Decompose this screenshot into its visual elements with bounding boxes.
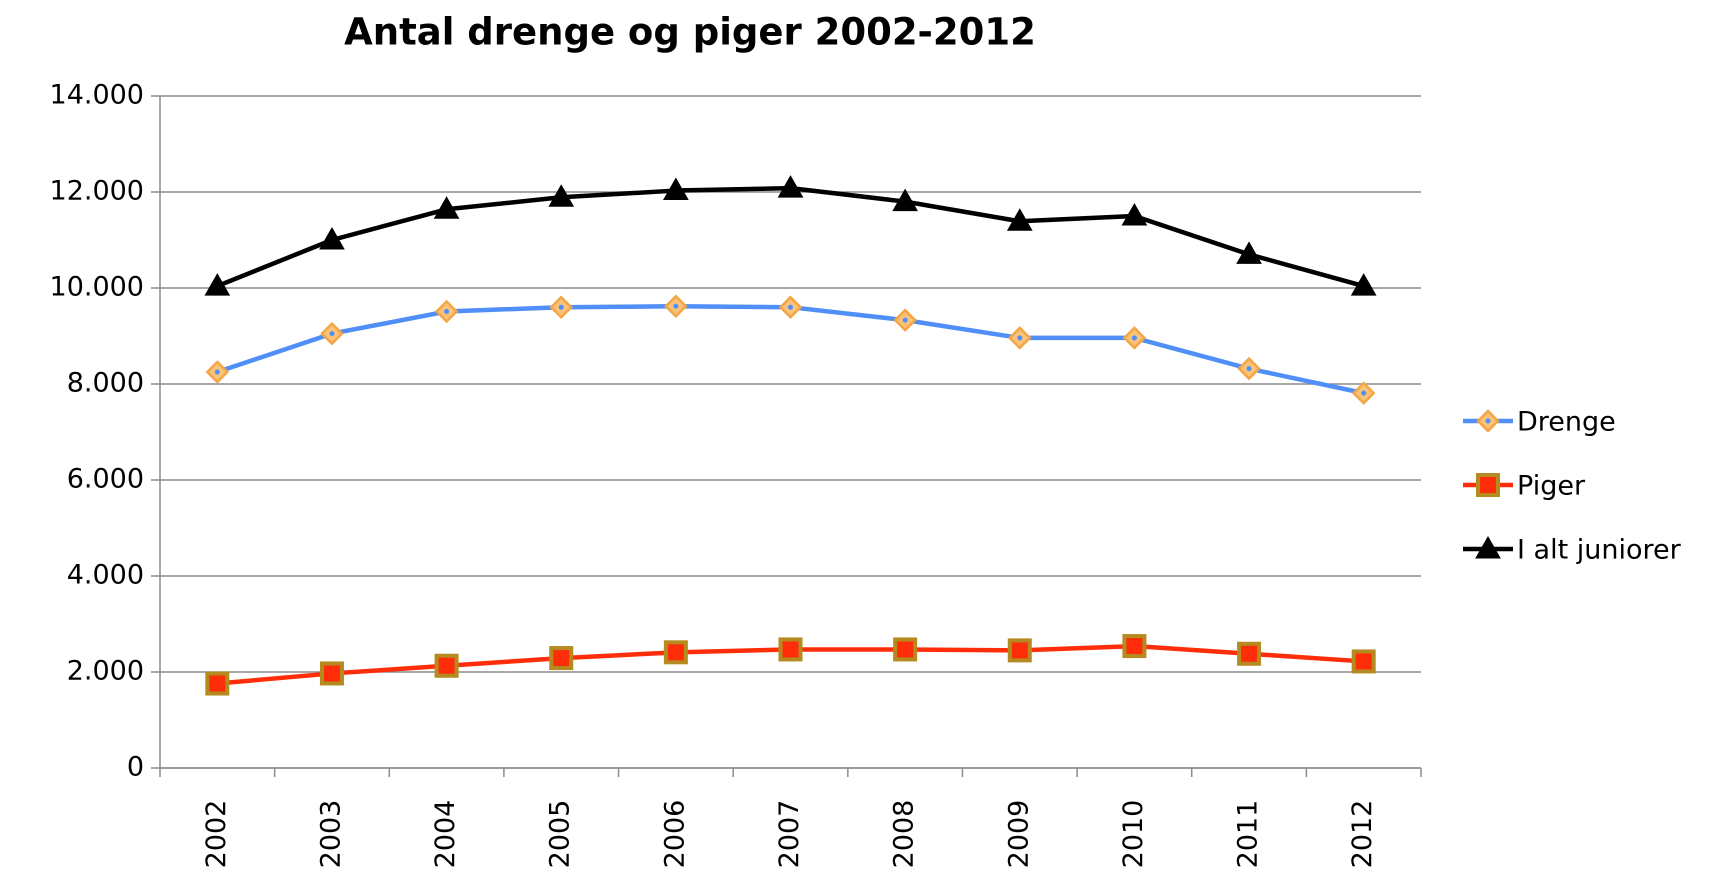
marker xyxy=(319,661,344,686)
x-tick-label: 2006 xyxy=(659,800,690,869)
marker xyxy=(1351,649,1376,674)
x-tick-label: 2012 xyxy=(1347,800,1378,869)
marker-center xyxy=(788,304,793,310)
marker xyxy=(433,196,460,219)
legend-label: Drenge xyxy=(1517,407,1616,438)
legend-item: Drenge xyxy=(1463,407,1616,438)
marker xyxy=(663,177,689,201)
marker xyxy=(1236,241,1262,264)
marker xyxy=(548,184,575,207)
y-tick-label: 6.000 xyxy=(67,464,144,495)
x-tick-label: 2008 xyxy=(889,800,920,869)
marker xyxy=(892,188,918,212)
y-tick-label: 12.000 xyxy=(50,176,144,207)
marker-center xyxy=(1246,366,1252,372)
x-tick-label: 2009 xyxy=(1003,800,1034,869)
legend-label: I alt juniorer xyxy=(1517,535,1682,566)
marker xyxy=(663,640,688,665)
marker xyxy=(204,273,231,296)
marker-center xyxy=(558,304,564,310)
marker-center xyxy=(1131,335,1137,341)
marker xyxy=(778,637,803,662)
y-tick-label: 4.000 xyxy=(67,560,144,591)
marker xyxy=(1121,202,1148,226)
legend-item: I alt juniorer xyxy=(1463,535,1682,566)
y-tick-label: 2.000 xyxy=(67,656,144,687)
marker xyxy=(777,175,804,198)
y-tick-label: 10.000 xyxy=(50,272,144,303)
marker-center xyxy=(1485,418,1491,424)
marker xyxy=(1122,634,1147,659)
marker xyxy=(1475,535,1501,559)
marker-center xyxy=(902,317,908,323)
marker xyxy=(1350,273,1377,296)
marker-center xyxy=(1017,335,1023,341)
marker xyxy=(1007,638,1032,663)
chart-title: Antal drenge og piger 2002-2012 xyxy=(344,11,1036,54)
y-tick-label: 0 xyxy=(127,752,144,783)
x-tick-label: 2010 xyxy=(1118,800,1149,869)
marker xyxy=(893,637,918,662)
legend-label: Piger xyxy=(1517,471,1586,502)
x-tick-label: 2002 xyxy=(201,800,232,869)
x-tick-label: 2003 xyxy=(315,800,346,869)
marker-center xyxy=(214,369,220,375)
x-tick-label: 2011 xyxy=(1233,800,1264,869)
marker-center xyxy=(1361,390,1367,396)
marker xyxy=(1237,641,1262,666)
x-tick-label: 2004 xyxy=(430,800,461,869)
marker xyxy=(205,671,230,696)
marker xyxy=(549,646,574,671)
marker xyxy=(1476,473,1500,497)
marker xyxy=(319,226,345,250)
marker xyxy=(1006,208,1033,231)
marker-center xyxy=(329,331,335,337)
x-tick-label: 2005 xyxy=(545,800,576,869)
marker-center xyxy=(444,309,450,315)
y-tick-label: 14.000 xyxy=(50,80,144,111)
y-tick-label: 8.000 xyxy=(67,368,144,399)
marker xyxy=(434,653,459,678)
x-tick-label: 2007 xyxy=(774,800,805,869)
marker-center xyxy=(673,303,679,309)
legend-item: Piger xyxy=(1463,471,1586,502)
series-line xyxy=(216,185,1365,289)
series-line xyxy=(216,303,1365,396)
